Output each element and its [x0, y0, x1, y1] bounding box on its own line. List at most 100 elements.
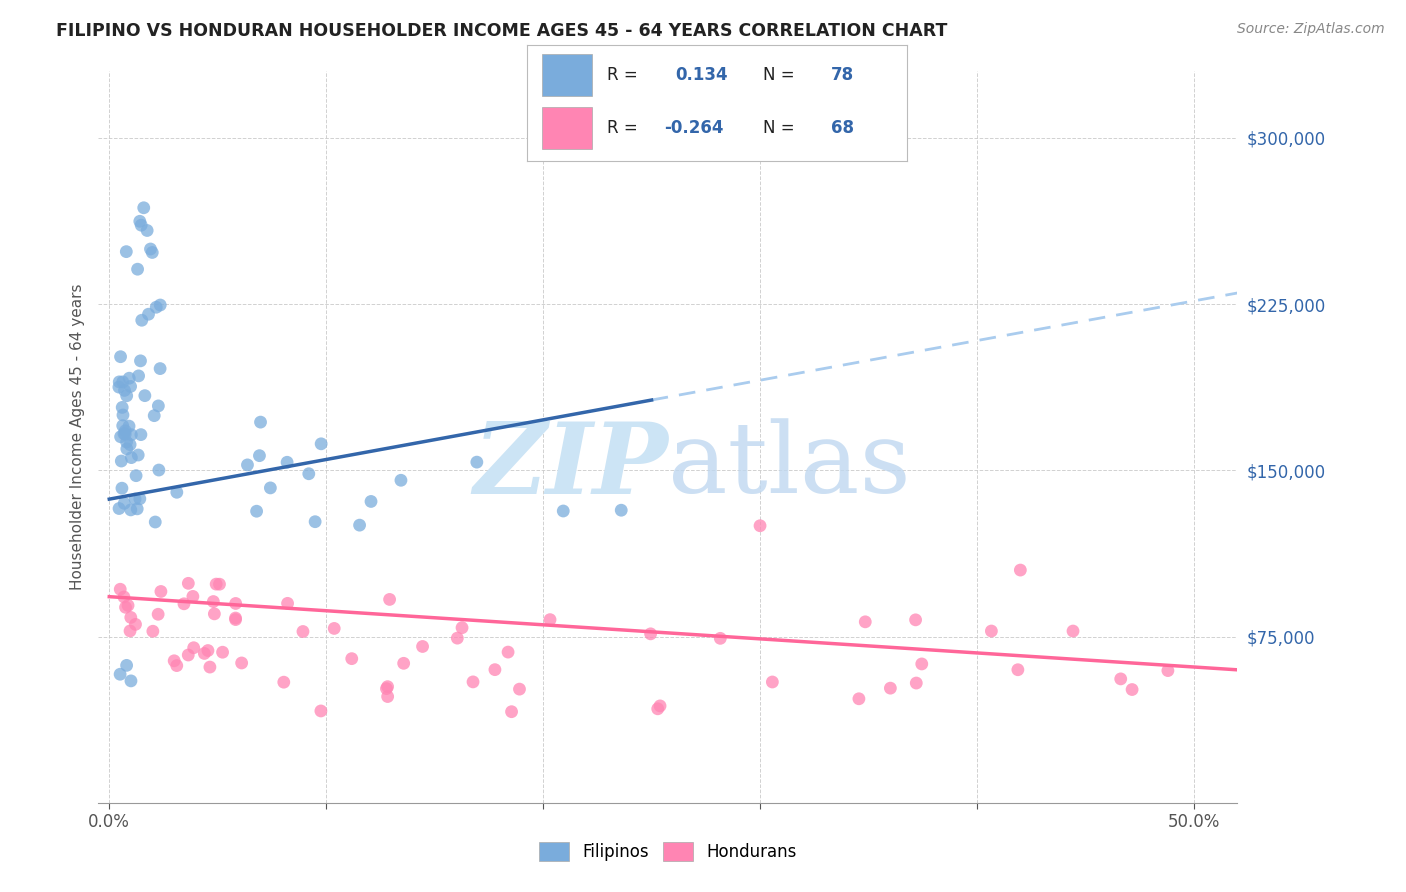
- Point: [905, 676, 928, 690]
- Point: [377, 680, 399, 694]
- Point: [114, 600, 136, 615]
- Bar: [543, 107, 592, 149]
- Point: [148, 399, 170, 413]
- Point: [761, 675, 783, 690]
- Point: [177, 648, 200, 662]
- Point: [259, 481, 281, 495]
- Point: [197, 643, 219, 657]
- Point: [108, 375, 131, 389]
- Point: [110, 350, 132, 364]
- Text: 78: 78: [831, 66, 853, 84]
- Point: [114, 424, 136, 438]
- Text: Source: ZipAtlas.com: Source: ZipAtlas.com: [1237, 22, 1385, 37]
- Point: [484, 663, 506, 677]
- Point: [120, 379, 142, 393]
- Point: [848, 691, 870, 706]
- Point: [115, 658, 138, 673]
- Point: [1010, 563, 1032, 577]
- Point: [120, 673, 142, 688]
- Point: [249, 449, 271, 463]
- Point: [129, 427, 152, 442]
- Point: [236, 458, 259, 472]
- Point: [173, 597, 195, 611]
- Point: [879, 681, 901, 695]
- Point: [143, 515, 166, 529]
- Point: [120, 450, 142, 465]
- Point: [273, 675, 295, 690]
- Point: [108, 667, 131, 681]
- Point: [111, 481, 134, 495]
- Point: [118, 624, 141, 638]
- Point: [129, 218, 152, 232]
- Point: [304, 515, 326, 529]
- Text: atlas: atlas: [668, 418, 911, 514]
- Point: [111, 375, 134, 389]
- Point: [108, 380, 131, 394]
- Point: [120, 427, 142, 442]
- Point: [911, 657, 934, 671]
- Point: [446, 631, 468, 645]
- Point: [309, 437, 332, 451]
- Point: [124, 617, 146, 632]
- Point: [112, 590, 135, 604]
- Point: [131, 313, 153, 327]
- Point: [128, 491, 150, 506]
- Point: [202, 594, 225, 608]
- Point: [110, 454, 132, 468]
- Point: [298, 467, 321, 481]
- Text: -0.264: -0.264: [664, 120, 724, 137]
- Point: [276, 455, 298, 469]
- Point: [114, 427, 136, 442]
- Point: [128, 214, 150, 228]
- Point: [117, 599, 139, 613]
- Point: [980, 624, 1002, 638]
- Point: [142, 624, 165, 639]
- Point: [1109, 672, 1132, 686]
- Point: [378, 592, 401, 607]
- Point: [112, 496, 135, 510]
- Text: R =: R =: [607, 120, 643, 137]
- Point: [124, 491, 146, 506]
- Point: [647, 702, 669, 716]
- Text: N =: N =: [762, 120, 800, 137]
- Point: [202, 607, 225, 621]
- Point: [110, 430, 132, 444]
- Point: [148, 463, 170, 477]
- Point: [166, 658, 188, 673]
- Point: [127, 501, 149, 516]
- Point: [114, 384, 136, 398]
- Point: [377, 690, 399, 704]
- Point: [115, 434, 138, 449]
- Point: [340, 651, 363, 665]
- Point: [205, 577, 228, 591]
- Point: [127, 448, 149, 462]
- Point: [501, 705, 523, 719]
- Text: R =: R =: [607, 66, 643, 84]
- Point: [120, 503, 142, 517]
- Point: [134, 389, 156, 403]
- Point: [181, 590, 204, 604]
- Point: [461, 674, 484, 689]
- Text: ZIP: ZIP: [472, 418, 668, 515]
- Point: [118, 371, 141, 385]
- Point: [129, 354, 152, 368]
- Point: [112, 426, 135, 441]
- Point: [225, 613, 247, 627]
- Point: [141, 245, 163, 260]
- Point: [115, 442, 138, 456]
- Point: [389, 473, 412, 487]
- Point: [375, 681, 398, 696]
- Point: [193, 647, 215, 661]
- Point: [508, 682, 530, 697]
- Bar: [543, 54, 592, 95]
- Point: [496, 645, 519, 659]
- Point: [132, 201, 155, 215]
- Point: [360, 494, 382, 508]
- Point: [749, 518, 772, 533]
- Point: [225, 611, 247, 625]
- Point: [349, 518, 371, 533]
- Point: [138, 307, 160, 321]
- Point: [118, 419, 141, 434]
- Point: [177, 576, 200, 591]
- Point: [392, 657, 415, 671]
